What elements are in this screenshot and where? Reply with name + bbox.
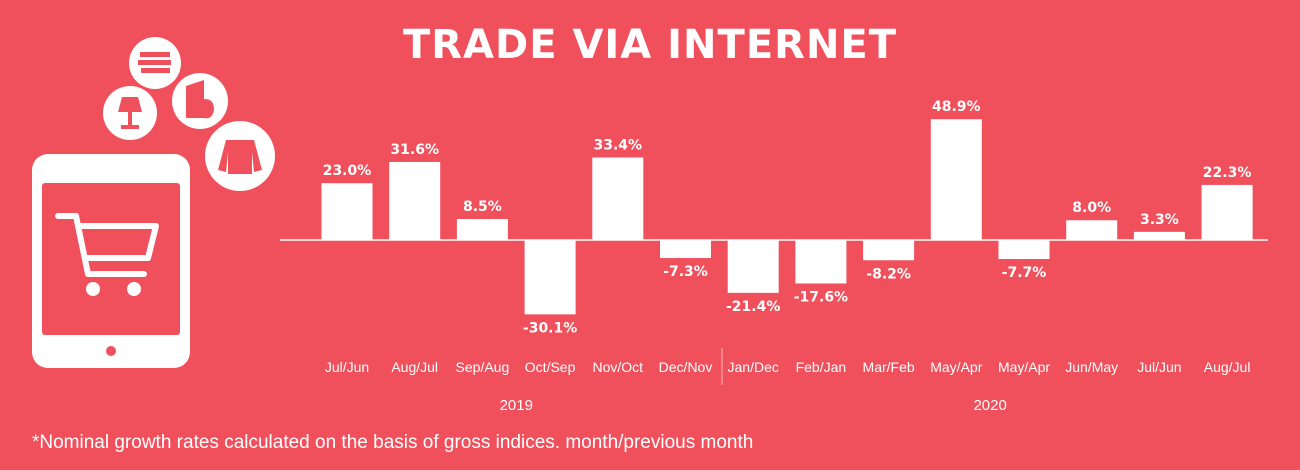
bar [930,119,982,240]
bar-value-label: 8.0% [1072,200,1111,216]
bar-value-label: -7.7% [1002,265,1047,281]
bar [1066,220,1118,240]
category-label: Sep/Aug [456,359,510,375]
category-label: May/Apr [998,359,1050,375]
bar [998,240,1050,260]
year-group-label: 2020 [973,397,1006,414]
bar [1201,184,1253,240]
bar-value-label: 33.4% [594,138,643,154]
bar [1133,231,1185,240]
bar-value-label: 8.5% [463,199,502,215]
category-label: Jun/May [1065,359,1118,375]
bar-value-label: -30.1% [523,320,577,336]
sweater-icon [205,121,275,191]
bar-value-label: 23.0% [323,163,372,179]
bar [863,240,915,261]
bar-value-label: -7.3% [663,264,708,280]
bar-value-label: 3.3% [1140,212,1179,228]
cart-wheels [86,282,141,296]
chart-title: TRADE VIA INTERNET [402,22,898,68]
category-label: Oct/Sep [525,359,576,375]
ecommerce-illustration [32,37,275,368]
bar [456,219,508,240]
category-label: Aug/Jul [1204,359,1251,375]
category-label: Jul/Jun [1137,359,1181,375]
bar-value-label: -17.6% [794,289,848,305]
bar-value-label: 22.3% [1203,165,1252,181]
year-group-label: 2019 [500,397,533,414]
bar [660,240,711,259]
bar [795,240,847,284]
category-label: Jul/Jun [325,359,369,375]
bar [389,161,441,240]
category-label: Nov/Oct [593,359,644,375]
appliance-icon [172,73,228,129]
category-label: Jan/Dec [728,359,779,375]
category-label: Aug/Jul [391,359,438,375]
bar-value-label: 31.6% [390,142,439,158]
bar-value-label: -21.4% [726,299,780,315]
category-label: May/Apr [930,359,982,375]
books-icon [129,37,181,89]
lamp-icon [103,86,157,140]
category-label: Mar/Feb [863,359,915,375]
category-label: Dec/Nov [659,359,713,375]
bar-value-label: -8.2% [866,266,911,282]
shopping-cart-icon [55,213,159,277]
footnote: *Nominal growth rates calculated on the … [32,432,754,453]
bar-chart: 23.0% Jul/Jun 31.6% Aug/Jul 8.5% Sep/Aug -30.1… [280,99,1268,414]
bar [524,240,576,315]
bar [727,240,779,293]
category-label: Feb/Jan [796,359,847,375]
bar [592,157,644,240]
bar-value-label: 48.9% [932,99,981,115]
bar [321,183,373,240]
